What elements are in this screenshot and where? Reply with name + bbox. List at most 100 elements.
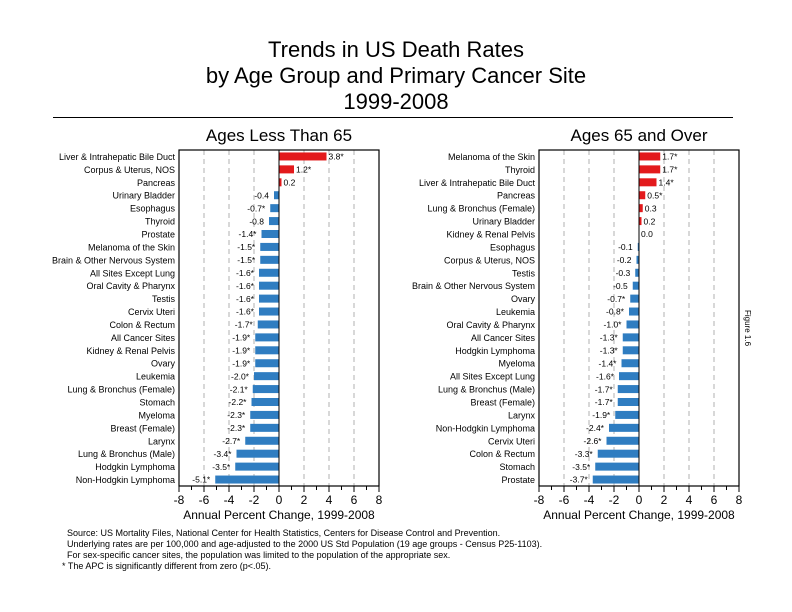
x-tick-label: 8 [376, 493, 383, 507]
value-label: -3.7* [570, 475, 589, 485]
category-label: Oral Cavity & Pharynx [86, 281, 175, 291]
value-label: -1.7* [595, 384, 614, 394]
x-tick-label: 2 [301, 493, 308, 507]
category-label: Leukemia [496, 307, 535, 317]
value-label: 1.7* [662, 152, 678, 162]
value-label: -0.8 [249, 216, 264, 226]
category-label: Cervix Uteri [488, 436, 535, 446]
value-label: -5.1* [192, 475, 211, 485]
bar [279, 178, 282, 187]
bar [260, 255, 279, 264]
bar [250, 410, 279, 419]
footnote-rates: Underlying rates are per 100,000 and age… [67, 539, 543, 549]
x-tick-label: -8 [534, 493, 545, 507]
category-label: Kidney & Renal Pelvis [86, 346, 175, 356]
bar [622, 333, 639, 342]
value-label: -3.5* [572, 462, 591, 472]
chart-title-line-3: 1999-2008 [343, 89, 449, 114]
value-label: -2.0* [231, 371, 250, 381]
bar [235, 462, 279, 471]
bar [255, 333, 279, 342]
bar [261, 229, 279, 239]
value-label: 1.7* [662, 165, 678, 175]
bar [274, 191, 279, 200]
value-label: 0.5* [647, 190, 663, 200]
bar [639, 152, 661, 161]
category-label: Liver & Intrahepatic Bile Duct [59, 152, 176, 162]
bar [609, 423, 639, 432]
bar [279, 165, 294, 174]
panel-title: Ages Less Than 65 [206, 126, 352, 145]
x-tick-label: 6 [711, 493, 718, 507]
figure-label: Figure 1.6 [743, 310, 752, 347]
category-label: Testis [512, 268, 536, 278]
category-label: Stomach [499, 462, 535, 472]
category-label: Stomach [139, 398, 175, 408]
bar [639, 217, 642, 226]
category-label: Colon & Rectum [469, 449, 535, 459]
chart-title-line-1: Trends in US Death Rates [268, 37, 524, 62]
category-label: Melanoma of the Skin [88, 242, 175, 252]
bar [619, 372, 639, 381]
bar [236, 449, 279, 458]
category-label: Oral Cavity & Pharynx [446, 320, 535, 330]
value-label: -1.6* [236, 294, 255, 304]
value-label: 1.2* [296, 165, 312, 175]
value-label: -1.0* [604, 320, 623, 330]
category-label: Myeloma [498, 359, 535, 369]
bar [259, 294, 279, 303]
value-label: -1.6* [236, 307, 255, 317]
value-label: 0.3 [645, 203, 657, 213]
value-label: -2.3* [227, 423, 246, 433]
value-label: -1.3* [600, 333, 619, 343]
category-label: Esophagus [130, 204, 176, 214]
x-axis-label: Annual Percent Change, 1999-2008 [543, 508, 735, 522]
value-label: -3.4* [214, 449, 233, 459]
value-label: -0.7* [607, 294, 626, 304]
value-label: -2.3* [227, 410, 246, 420]
value-label: -2.6* [584, 436, 603, 446]
bar [617, 385, 639, 394]
category-label: Colon & Rectum [109, 320, 175, 330]
value-label: -2.7* [222, 436, 241, 446]
value-label: 1.4* [659, 178, 675, 188]
category-label: Brain & Other Nervous System [412, 281, 535, 291]
bar [592, 475, 639, 484]
category-label: Larynx [148, 436, 176, 446]
bar [269, 217, 279, 226]
bar [270, 204, 279, 213]
category-label: Ovary [511, 294, 536, 304]
category-label: Non-Hodgkin Lymphoma [76, 475, 175, 485]
value-label: -1.9* [232, 346, 251, 356]
value-label: 0.2 [644, 216, 656, 226]
x-tick-label: 4 [326, 493, 333, 507]
category-label: Breast (Female) [470, 398, 535, 408]
bar [621, 359, 639, 368]
category-label: Pancreas [137, 178, 176, 188]
value-label: -3.5* [212, 462, 231, 472]
category-label: Esophagus [490, 242, 536, 252]
category-label: Brain & Other Nervous System [52, 255, 175, 265]
value-label: -1.4* [239, 229, 258, 239]
bar [626, 320, 639, 329]
value-label: -0.7* [247, 203, 266, 213]
x-tick-label: 6 [351, 493, 358, 507]
value-label: -1.3* [600, 346, 619, 356]
bar [260, 242, 279, 251]
category-label: Non-Hodgkin Lymphoma [436, 423, 535, 433]
bar [639, 165, 661, 174]
bar [259, 307, 279, 316]
x-tick-label: -8 [174, 493, 185, 507]
value-label: -1.6* [596, 371, 615, 381]
value-label: -1.5* [237, 255, 256, 265]
bar [606, 436, 639, 445]
category-label: Lung & Bronchus (Female) [427, 204, 535, 214]
bar [279, 152, 327, 161]
bar [250, 423, 279, 432]
x-tick-label: -4 [584, 493, 595, 507]
value-label: -1.9* [232, 333, 251, 343]
bar [617, 397, 639, 407]
bar [639, 204, 643, 213]
category-label: Thyroid [145, 217, 175, 227]
